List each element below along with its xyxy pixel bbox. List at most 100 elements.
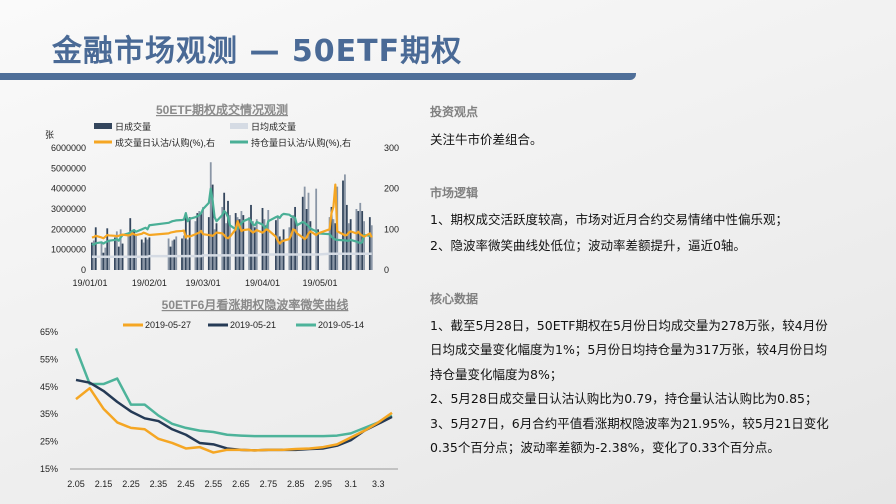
volume-bar xyxy=(303,186,306,270)
volume-bar xyxy=(357,211,360,270)
logic-heading: 市场逻辑 xyxy=(430,185,479,200)
volume-bar xyxy=(117,246,120,270)
x-tick-label: 19/04/01 xyxy=(245,278,280,288)
volume-bar xyxy=(267,210,270,270)
volume-bar xyxy=(188,217,191,270)
commentary-panel: 投资观点 关注牛市价差组合。 市场逻辑 1、期权成交活跃度较高，市场对近月合约交… xyxy=(430,102,835,461)
volume-bar xyxy=(278,236,281,270)
volume-bar xyxy=(213,229,216,270)
logic-item: 2、隐波率微笑曲线处低位；波动率差额提升，逼近0轴。 xyxy=(430,238,746,253)
smile-chart: 50ETF6月看涨期权隐波率微笑曲线 2019-05-27 2019-05-21 20… xyxy=(40,297,398,489)
volume-bar xyxy=(181,238,183,270)
y-tick-label: 45% xyxy=(40,382,58,392)
volume-bar xyxy=(94,227,97,270)
y-tick-label: 15% xyxy=(40,464,58,474)
volume-bar xyxy=(276,217,279,270)
volume-bar xyxy=(253,227,256,270)
legend-label: 持仓量日认沽/认购(%),右 xyxy=(251,137,351,148)
volume-bar xyxy=(202,206,204,270)
x-tick-label: 2.45 xyxy=(177,479,195,489)
x-tick-label: 3.1 xyxy=(345,479,358,489)
volume-bar xyxy=(194,221,197,270)
y-tick-label: 6000000 xyxy=(51,143,86,153)
volume-bar xyxy=(207,217,210,270)
x-tick-label: 2.05 xyxy=(67,479,85,489)
volume-bar xyxy=(129,218,132,270)
volume-bar xyxy=(309,221,312,270)
core-item: 1、截至5月28日，50ETF期权在5月份日均成交量为278万张，较4月份日均成… xyxy=(430,317,828,382)
volume-bar xyxy=(169,246,172,270)
volume-bar xyxy=(91,242,93,270)
volume-bar xyxy=(328,217,331,270)
y-tick-label: 5000000 xyxy=(51,163,86,173)
volume-bar xyxy=(292,215,295,270)
volume-bar xyxy=(106,228,109,270)
x-tick-label: 2.65 xyxy=(232,479,250,489)
y2-tick-label: 0 xyxy=(384,265,389,275)
view-heading: 投资观点 xyxy=(430,105,479,119)
page-title: 金融市场观测 — 50ETF期权 xyxy=(52,34,463,69)
volume-bar xyxy=(223,192,226,270)
y-tick-label: 55% xyxy=(40,354,58,364)
x-tick-label: 2.55 xyxy=(205,479,223,489)
volume-bar xyxy=(370,225,373,270)
y2-tick-label: 100 xyxy=(384,224,399,234)
y-tick-label: 25% xyxy=(40,437,58,447)
volume-bar xyxy=(167,238,170,270)
volume-bar xyxy=(261,207,264,270)
volume-bar xyxy=(229,215,231,270)
chart-title: 50ETF期权成交情况观测 xyxy=(156,102,288,117)
y-tick-label: 1000000 xyxy=(51,245,86,255)
volume-pc-line xyxy=(91,183,373,245)
volume-bar xyxy=(148,237,151,270)
volume-bar xyxy=(146,239,149,270)
volume-bar xyxy=(225,223,227,270)
volume-bar xyxy=(227,200,229,270)
avg-volume-line xyxy=(91,252,372,259)
legend-label: 日均成交量 xyxy=(251,121,296,132)
core-item: 2、5月28日成交量日认沽认购比为0.79，持仓量认沽认购比为0.85； xyxy=(430,391,818,406)
series-line-2019-05-27 xyxy=(75,386,393,454)
x-tick-label: 3.3 xyxy=(372,479,385,489)
core-heading: 核心数据 xyxy=(430,291,479,306)
legend-label: 成交量日认沽/认购(%),右 xyxy=(115,137,215,148)
core-item: 3、5月27日，6月合约平值看涨期权隐波率为21.95%，较5月21日变化0.3… xyxy=(430,415,829,456)
volume-bar xyxy=(119,229,122,270)
y-tick-label: 3000000 xyxy=(51,204,86,214)
y2-tick-label: 300 xyxy=(384,143,399,153)
volume-bar xyxy=(240,211,243,270)
logic-item: 1、期权成交活跃度较高，市场对近月合约交易情绪中性偏乐观； xyxy=(430,211,788,227)
volume-bar xyxy=(131,231,134,270)
volume-bar xyxy=(211,184,214,270)
y-tick-label: 35% xyxy=(40,409,58,419)
volume-bar xyxy=(144,237,147,270)
y-tick-label: 2000000 xyxy=(51,224,86,234)
volume-bar xyxy=(248,217,250,270)
volume-bar xyxy=(349,219,352,270)
volume-bar xyxy=(215,223,218,270)
volume-bar xyxy=(186,239,189,270)
volume-bar xyxy=(332,219,335,270)
volume-bar xyxy=(175,236,178,270)
volume-bar xyxy=(342,180,344,270)
volume-bar xyxy=(183,235,185,270)
volume-bar xyxy=(236,217,239,270)
volume-bar xyxy=(104,247,107,270)
volume-bar xyxy=(334,223,337,270)
y-tick-label: 65% xyxy=(40,327,58,337)
volume-bar xyxy=(221,206,224,270)
y-tick-label: 0 xyxy=(81,265,86,275)
y-tick-label: 4000000 xyxy=(51,184,86,194)
x-tick-label: 2.85 xyxy=(287,479,305,489)
volume-bar xyxy=(263,219,266,270)
volume-bar xyxy=(184,217,187,270)
volume-bar xyxy=(355,209,358,270)
oi-pc-line xyxy=(91,187,373,246)
legend-label: 日成交量 xyxy=(115,121,151,132)
volume-bar xyxy=(296,225,298,270)
volume-bar xyxy=(330,206,333,270)
volume-bar xyxy=(315,188,318,270)
volume-bar xyxy=(115,231,118,270)
chart-title: 50ETF6月看涨期权隐波率微笑曲线 xyxy=(162,297,349,312)
